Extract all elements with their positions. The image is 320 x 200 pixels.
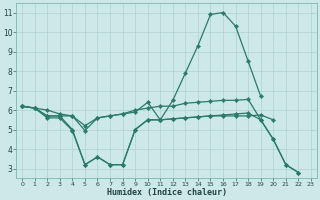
X-axis label: Humidex (Indice chaleur): Humidex (Indice chaleur) xyxy=(107,188,227,197)
